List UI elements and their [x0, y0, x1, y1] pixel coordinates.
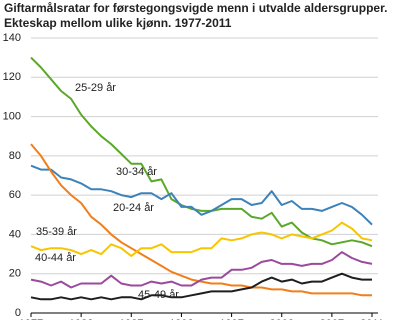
- series-label: 30-34 år: [116, 166, 157, 178]
- x-tick-label: 2002: [269, 318, 293, 320]
- series-line: [30, 251, 373, 289]
- series-label: 25-29 år: [75, 82, 116, 94]
- series-label: 40-44 år: [35, 252, 76, 264]
- series-label: 20-24 år: [113, 202, 154, 214]
- y-tick-label: 20: [9, 268, 21, 280]
- y-tick-label: 60: [9, 189, 21, 201]
- chart-title: Giftarmålsratar for førstegongsvigde men…: [4, 1, 387, 15]
- series-label: 35-39 år: [36, 226, 77, 238]
- y-tick-label: 140: [3, 32, 21, 44]
- chart-subtitle: Ekteskap mellom ulike kjønn. 1977-2011: [4, 16, 232, 30]
- x-tick-label: 1992: [169, 318, 193, 320]
- x-tick-label: 1987: [119, 318, 143, 320]
- series-line: [30, 56, 373, 248]
- x-tick-label: 2011: [360, 318, 384, 320]
- series-line: [30, 221, 373, 257]
- y-tick-label: 80: [9, 150, 21, 162]
- x-tick-label: 1982: [69, 318, 93, 320]
- series-line: [30, 143, 372, 297]
- x-tick-label: 2007: [320, 318, 344, 320]
- y-tick-label: 40: [9, 228, 21, 240]
- y-tick-label: 120: [3, 71, 21, 83]
- x-tick-label: 1977: [19, 318, 43, 320]
- y-tick-label: 100: [3, 110, 21, 122]
- series-line: [30, 164, 373, 226]
- x-tick-label: 1997: [219, 318, 243, 320]
- series-label: 45-49 år: [138, 289, 179, 301]
- y-tick-label: 0: [15, 307, 21, 319]
- series-line: [30, 272, 372, 301]
